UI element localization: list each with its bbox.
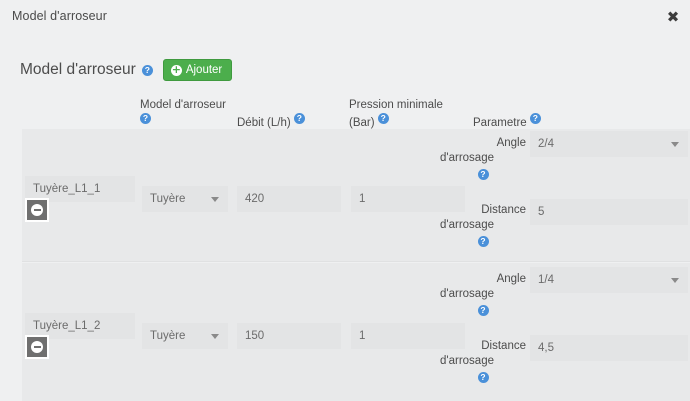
row-1-model-select[interactable]: Tuyère [142, 323, 228, 349]
row-0-distance-label-line1: Distance [481, 204, 526, 216]
add-button[interactable]: + Ajouter [162, 59, 233, 81]
column-header-model: Model d'arroseur ? [140, 98, 235, 131]
row-1-debit-input[interactable] [237, 323, 341, 349]
plus-circle-icon: + [170, 62, 182, 76]
help-circle-icon-model[interactable]: ? [140, 113, 151, 124]
row-0-angle-value: 2/4 [538, 138, 554, 150]
page-title: Model d'arroseur [20, 61, 136, 78]
help-circle-icon-row-0-angle[interactable]: ? [477, 169, 489, 180]
column-header-pression-label: Pression minimale [349, 99, 443, 111]
minus-circle-icon [31, 204, 43, 216]
add-button-label: Ajouter [185, 64, 223, 76]
help-circle-icon-row-1-angle[interactable]: ? [477, 305, 489, 316]
row-0-angle-select[interactable]: 2/4 [530, 131, 688, 157]
help-circle-icon-section[interactable]: ? [141, 64, 153, 76]
close-icon[interactable]: ✖ [666, 8, 680, 26]
column-header-parametre-label: Parametre [473, 116, 527, 129]
row-0-model-select[interactable]: Tuyère [142, 186, 228, 212]
row-1-angle-label-line2: d'arrosage [440, 288, 494, 300]
help-circle-icon-parametre[interactable]: ? [529, 113, 541, 124]
row-0-remove-button[interactable] [25, 198, 49, 222]
row-0-name-input[interactable] [25, 176, 135, 202]
chevron-down-icon [211, 197, 219, 202]
help-circle-icon-row-0-distance[interactable]: ? [477, 236, 489, 247]
minus-circle-icon [31, 341, 43, 353]
row-0-distance-input[interactable] [530, 199, 688, 225]
row-1-distance-label-line1: Distance [481, 340, 526, 352]
row-0-angle-label: Angle d'arrosage ? [440, 136, 526, 182]
column-header-debit: Débit (L/h) ? [237, 113, 347, 131]
chevron-down-icon [671, 142, 679, 147]
chevron-down-icon [211, 334, 219, 339]
row-1-distance-label: Distance d'arrosage ? [440, 339, 526, 385]
dialog-title: Model d'arroseur [12, 9, 108, 23]
row-1-pression-input[interactable] [351, 323, 465, 349]
row-1-distance-input[interactable] [530, 335, 688, 361]
row-0-angle-label-line1: Angle [496, 137, 526, 149]
help-circle-icon-row-1-distance[interactable]: ? [477, 372, 489, 383]
column-header-model-label: Model d'arroseur [140, 99, 226, 111]
row-1-angle-select[interactable]: 1/4 [530, 267, 688, 293]
column-header-pression: Pression minimale (Bar) ? [349, 98, 464, 131]
row-1-name-input[interactable] [25, 313, 135, 339]
row-1-remove-button[interactable] [25, 335, 49, 359]
dialog-title-bar: Model d'arroseur ✖ [0, 0, 690, 36]
section-header: Model d'arroseur ? + Ajouter [20, 58, 233, 82]
help-circle-icon-debit[interactable]: ? [293, 113, 305, 124]
row-0-pression-input[interactable] [351, 186, 465, 212]
row-1-distance-label-line2: d'arrosage [440, 355, 494, 367]
row-1-angle-label: Angle d'arrosage ? [440, 272, 526, 318]
row-0-debit-input[interactable] [237, 186, 341, 212]
row-separator [22, 261, 690, 262]
column-header-parametre: Parametre ? [473, 113, 573, 131]
row-1-model-value: Tuyère [150, 330, 186, 342]
row-0-distance-label-line2: d'arrosage [440, 219, 494, 231]
row-1-angle-value: 1/4 [538, 274, 554, 286]
chevron-down-icon [671, 278, 679, 283]
column-header-pression-unit: (Bar) [349, 116, 375, 129]
row-0-distance-label: Distance d'arrosage ? [440, 203, 526, 249]
column-header-debit-label: Débit (L/h) [237, 116, 291, 129]
help-circle-icon-pression[interactable]: ? [377, 113, 389, 124]
row-0-angle-label-line2: d'arrosage [440, 152, 494, 164]
row-1-angle-label-line1: Angle [496, 273, 526, 285]
row-0-model-value: Tuyère [150, 193, 186, 205]
